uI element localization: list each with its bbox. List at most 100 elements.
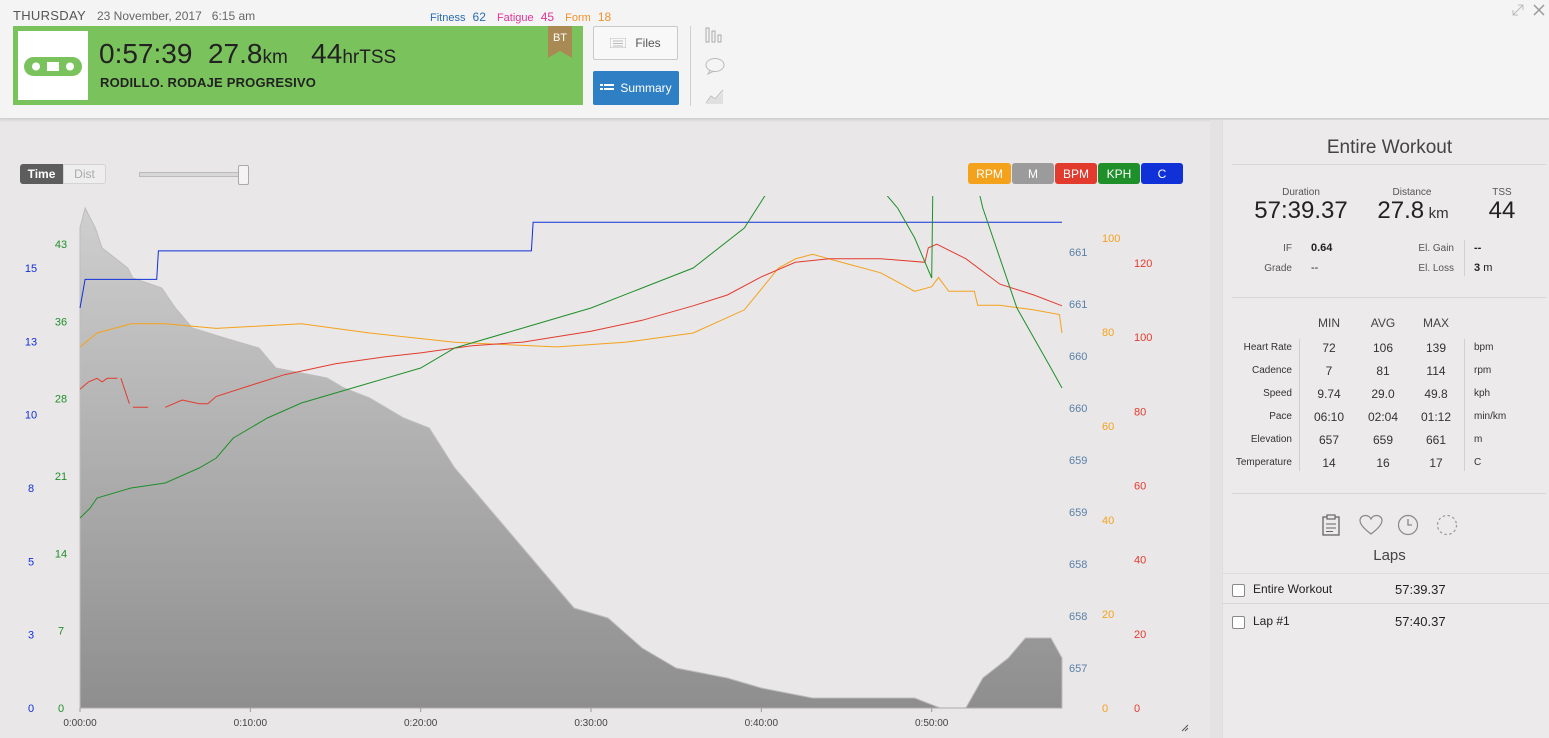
row-unit: m [1474,434,1483,445]
row-min: 657 [1318,433,1340,447]
fatigue-label: Fatigue [496,12,534,24]
heart-rate-tick: 20 [1134,629,1146,641]
tss-label: TSS [1492,187,1512,198]
speed-tick: 7 [58,626,64,638]
duration-label: Duration [1282,187,1320,198]
speed-tick: 43 [55,239,67,251]
heart-rate-line [79,243,1063,408]
channel-toggle-rpm[interactable]: RPM [968,163,1011,184]
time-toggle[interactable]: Time [20,164,63,184]
elevation-tick: 661 [1069,299,1087,311]
speed-line [79,196,1063,519]
row-avg: 81 [1376,364,1390,378]
col-min-header: MIN [1318,316,1340,330]
close-icon[interactable] [1533,3,1545,21]
temperature-tick: 10 [25,410,37,422]
elevation-tick: 660 [1069,351,1087,363]
sport-type [18,31,88,100]
row-unit: min/km [1474,411,1507,422]
channel-toggle-m[interactable]: M [1012,163,1054,184]
list-icon [600,84,615,90]
lap-checkbox[interactable] [1232,584,1245,597]
x-tick-label: 0:00:00 [63,718,97,729]
lap-checkbox[interactable] [1232,616,1245,629]
elevation-tick: 661 [1069,247,1087,259]
channel-toggle-kph[interactable]: KPH [1098,163,1140,184]
distance-toggle[interactable]: Dist [63,164,106,184]
x-tick-label: 0:20:00 [404,718,438,729]
fatigue-value: 45 [540,10,555,24]
row-label: Elevation [1250,434,1292,445]
row-min: 14 [1322,456,1336,470]
workout-chart[interactable]: 0 3 5 8 10 13 15 0 7 14 21 28 36 43 657 658 658 659 659 660… [0,196,1205,738]
clipboard-icon[interactable] [1321,514,1341,541]
row-max: 114 [1426,364,1446,378]
speed-tick: 28 [55,394,67,406]
el-loss-value: 3 [1474,262,1481,274]
files-button[interactable]: Files [593,26,678,60]
clock-icon[interactable] [1397,514,1419,541]
row-avg: 659 [1372,433,1394,447]
main-stats: 0:57:39 27.8km 44hrTSS [99,38,396,70]
row-avg: 106 [1372,341,1394,355]
heart-rate-tick: 120 [1134,258,1152,270]
distance-block: 27.8 km [1368,197,1458,225]
speed-tick: 21 [55,471,67,483]
row-label: Cadence [1251,365,1292,376]
heart-icon[interactable] [1359,514,1383,541]
cadence-tick: 60 [1102,421,1114,433]
lap-name: Entire Workout [1253,582,1333,596]
row-min: 9.74 [1317,387,1341,401]
divider [1232,164,1546,165]
channel-toggle-bpm[interactable]: BPM [1055,163,1097,184]
summary-button[interactable]: Summary [593,71,679,105]
expand-icon[interactable] [1512,3,1524,21]
divider [1222,603,1549,604]
zoom-slider-handle[interactable] [238,165,249,185]
elevation-tick: 659 [1069,507,1087,519]
lap-name: Lap #1 [1253,614,1290,628]
zoom-slider-track[interactable] [139,172,249,177]
distance-value: 27.8 [1377,197,1425,224]
bt-badge[interactable]: BT [548,26,572,58]
analysis-chart-icon[interactable] [705,87,725,110]
workout-title: RODILLO. RODAJE PROGRESIVO [100,75,317,90]
bar-chart-icon[interactable] [705,26,725,49]
elevation-tick: 658 [1069,611,1087,623]
divider [1464,339,1465,471]
duration-value: 0:57:39 [99,38,193,69]
workout-date: 23 November, 2017 [97,9,202,23]
dashed-circle-icon[interactable] [1436,514,1458,541]
temperature-tick: 5 [28,556,34,568]
temperature-tick: 8 [28,483,34,495]
col-max-header: MAX [1422,316,1449,330]
row-avg: 16 [1376,456,1390,470]
grade-value: -- [1311,262,1319,274]
form-metric: Form 18 [565,10,615,24]
row-max: 49.8 [1424,387,1448,401]
row-max: 01:12 [1420,410,1452,424]
if-value: 0.64 [1311,242,1333,254]
resize-handle-icon[interactable] [1181,724,1189,732]
speed-tick: 14 [55,548,67,560]
x-tick-label: 0:40:00 [745,718,779,729]
fitness-label: Fitness [430,12,466,24]
panel-title: Entire Workout [1326,137,1453,158]
file-list-icon [610,38,627,48]
channel-toggle-c[interactable]: C [1141,163,1183,184]
if-label: IF [1283,243,1292,254]
comment-icon[interactable] [705,57,725,80]
workout-datetime: 23 November, 2017 6:15 am [97,9,255,23]
row-label: Heart Rate [1243,342,1292,353]
distance-unit: km [1428,205,1449,222]
heart-rate-tick: 100 [1134,332,1152,344]
divider [1232,493,1546,494]
row-unit: kph [1474,388,1491,399]
row-avg: 29.0 [1371,387,1395,401]
files-label: Files [635,36,661,50]
el-gain-label: El. Gain [1418,243,1454,254]
temperature-tick: 0 [28,703,34,715]
divider [1299,339,1300,471]
workout-banner[interactable]: 0:57:39 27.8km 44hrTSS RODILLO. RODAJE P… [13,26,583,105]
elevation-tick: 657 [1069,663,1087,675]
